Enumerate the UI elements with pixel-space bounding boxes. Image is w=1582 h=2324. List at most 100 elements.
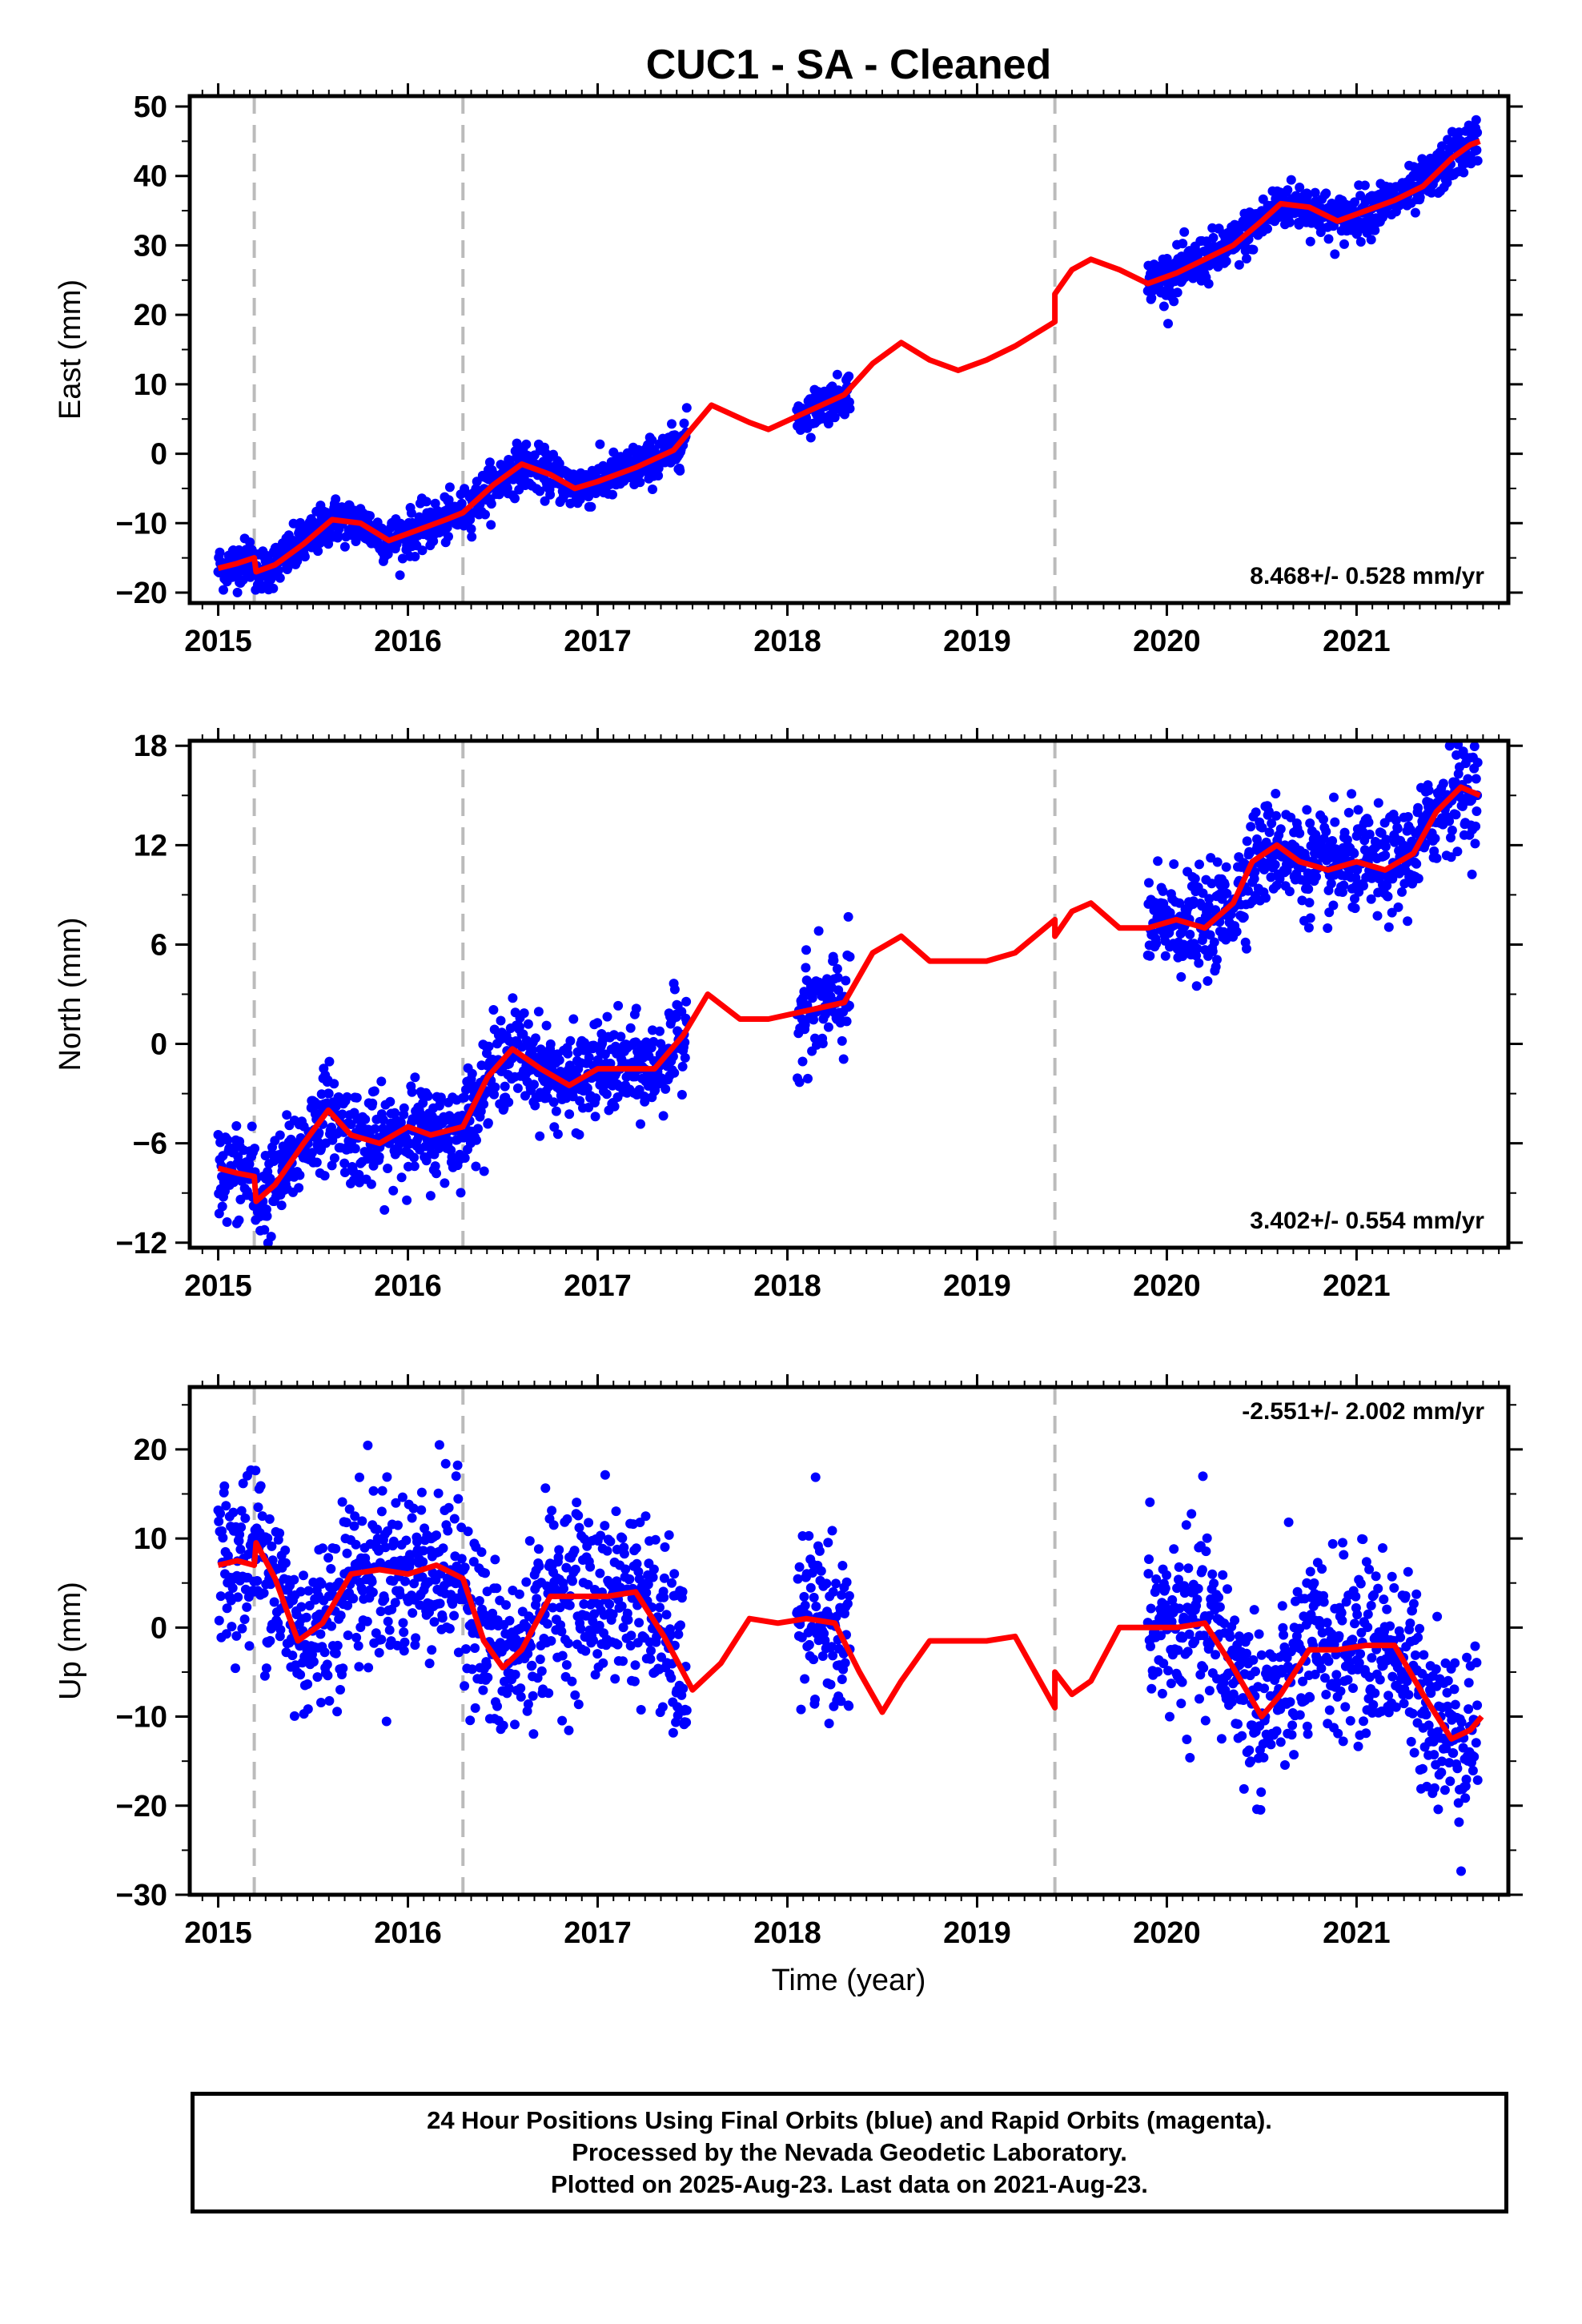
data-point	[266, 1232, 276, 1242]
data-point	[1371, 1571, 1381, 1582]
data-point	[1469, 742, 1480, 751]
data-point	[600, 1470, 610, 1480]
data-point	[379, 1594, 390, 1604]
data-point	[831, 1578, 841, 1589]
data-point	[1297, 895, 1307, 906]
data-point	[264, 1514, 275, 1524]
data-point	[236, 1522, 247, 1533]
data-point	[641, 1587, 652, 1598]
data-point	[645, 1654, 656, 1664]
data-point	[533, 1544, 544, 1554]
data-point	[504, 1683, 514, 1694]
x-tick-label: 2018	[753, 625, 821, 658]
data-point	[1158, 1659, 1169, 1669]
data-point	[1192, 943, 1203, 954]
data-point	[837, 1561, 848, 1570]
data-point	[267, 1541, 277, 1551]
data-point	[1438, 778, 1448, 789]
data-point	[1472, 1700, 1483, 1711]
data-point	[624, 1574, 635, 1584]
data-point	[1373, 798, 1383, 808]
data-point	[640, 1096, 650, 1107]
data-point	[400, 1576, 411, 1586]
data-point	[1462, 1652, 1472, 1663]
data-point	[351, 1632, 362, 1642]
data-point	[440, 1178, 450, 1188]
data-point	[551, 1106, 561, 1116]
data-point	[1419, 1650, 1429, 1660]
data-point	[1209, 1578, 1219, 1589]
data-point	[231, 1630, 242, 1641]
data-point	[555, 1602, 565, 1613]
data-point	[1228, 1689, 1239, 1699]
data-point	[410, 1640, 420, 1651]
x-tick-label: 2021	[1323, 1916, 1391, 1950]
data-point	[393, 1146, 404, 1156]
data-point	[602, 1011, 612, 1022]
data-point	[1205, 930, 1215, 940]
data-point	[444, 495, 454, 505]
data-point	[316, 1578, 327, 1589]
data-point	[1366, 235, 1376, 245]
data-point	[390, 1108, 400, 1118]
data-point	[678, 1683, 689, 1694]
data-point	[397, 553, 408, 564]
data-point	[588, 1635, 598, 1646]
y-tick-label: −20	[116, 577, 167, 610]
data-point	[1280, 1760, 1290, 1770]
data-point	[401, 1535, 412, 1546]
data-point	[809, 1015, 819, 1025]
data-point	[398, 1618, 408, 1628]
data-point	[1340, 1702, 1351, 1712]
data-point	[299, 552, 310, 562]
data-point	[617, 1533, 628, 1543]
data-point	[580, 1610, 591, 1621]
data-point	[424, 1659, 435, 1669]
data-point	[1287, 1720, 1298, 1731]
data-point	[418, 1546, 428, 1556]
data-point	[478, 1685, 488, 1695]
data-point	[841, 975, 851, 986]
data-point	[529, 1080, 539, 1090]
data-point	[1471, 821, 1481, 831]
data-point	[823, 419, 833, 428]
data-point	[510, 1719, 520, 1730]
data-point	[363, 1663, 374, 1673]
data-point	[665, 1630, 676, 1640]
data-point	[659, 1573, 669, 1583]
data-point	[232, 587, 243, 597]
data-point	[307, 1148, 317, 1158]
data-point	[1302, 191, 1312, 201]
data-point	[472, 1135, 481, 1145]
data-point	[280, 1545, 291, 1555]
data-point	[432, 1168, 441, 1179]
data-point	[385, 1096, 396, 1107]
data-point	[1222, 888, 1232, 899]
data-point	[616, 1031, 626, 1042]
up-data-points	[213, 1440, 1483, 1876]
data-point	[294, 1183, 304, 1193]
data-point	[521, 439, 532, 449]
data-point	[348, 1594, 359, 1604]
data-point	[332, 1640, 343, 1651]
data-point	[337, 1497, 347, 1507]
x-tick-label: 2016	[374, 1269, 442, 1303]
data-point	[1178, 239, 1188, 249]
data-point	[1239, 912, 1249, 923]
data-point	[1310, 187, 1320, 198]
data-point	[1243, 886, 1253, 896]
data-point	[465, 1715, 476, 1726]
data-point	[612, 1639, 623, 1650]
data-point	[510, 493, 520, 504]
data-point	[1403, 916, 1413, 927]
data-point	[1174, 1562, 1184, 1572]
data-point	[554, 1055, 564, 1065]
data-point	[1158, 301, 1169, 312]
data-point	[1397, 887, 1407, 897]
data-point	[433, 1488, 444, 1498]
data-point	[1387, 1571, 1397, 1582]
data-point	[282, 1110, 292, 1120]
data-point	[592, 1055, 603, 1065]
data-point	[1359, 1716, 1368, 1727]
data-point	[1279, 1630, 1289, 1640]
